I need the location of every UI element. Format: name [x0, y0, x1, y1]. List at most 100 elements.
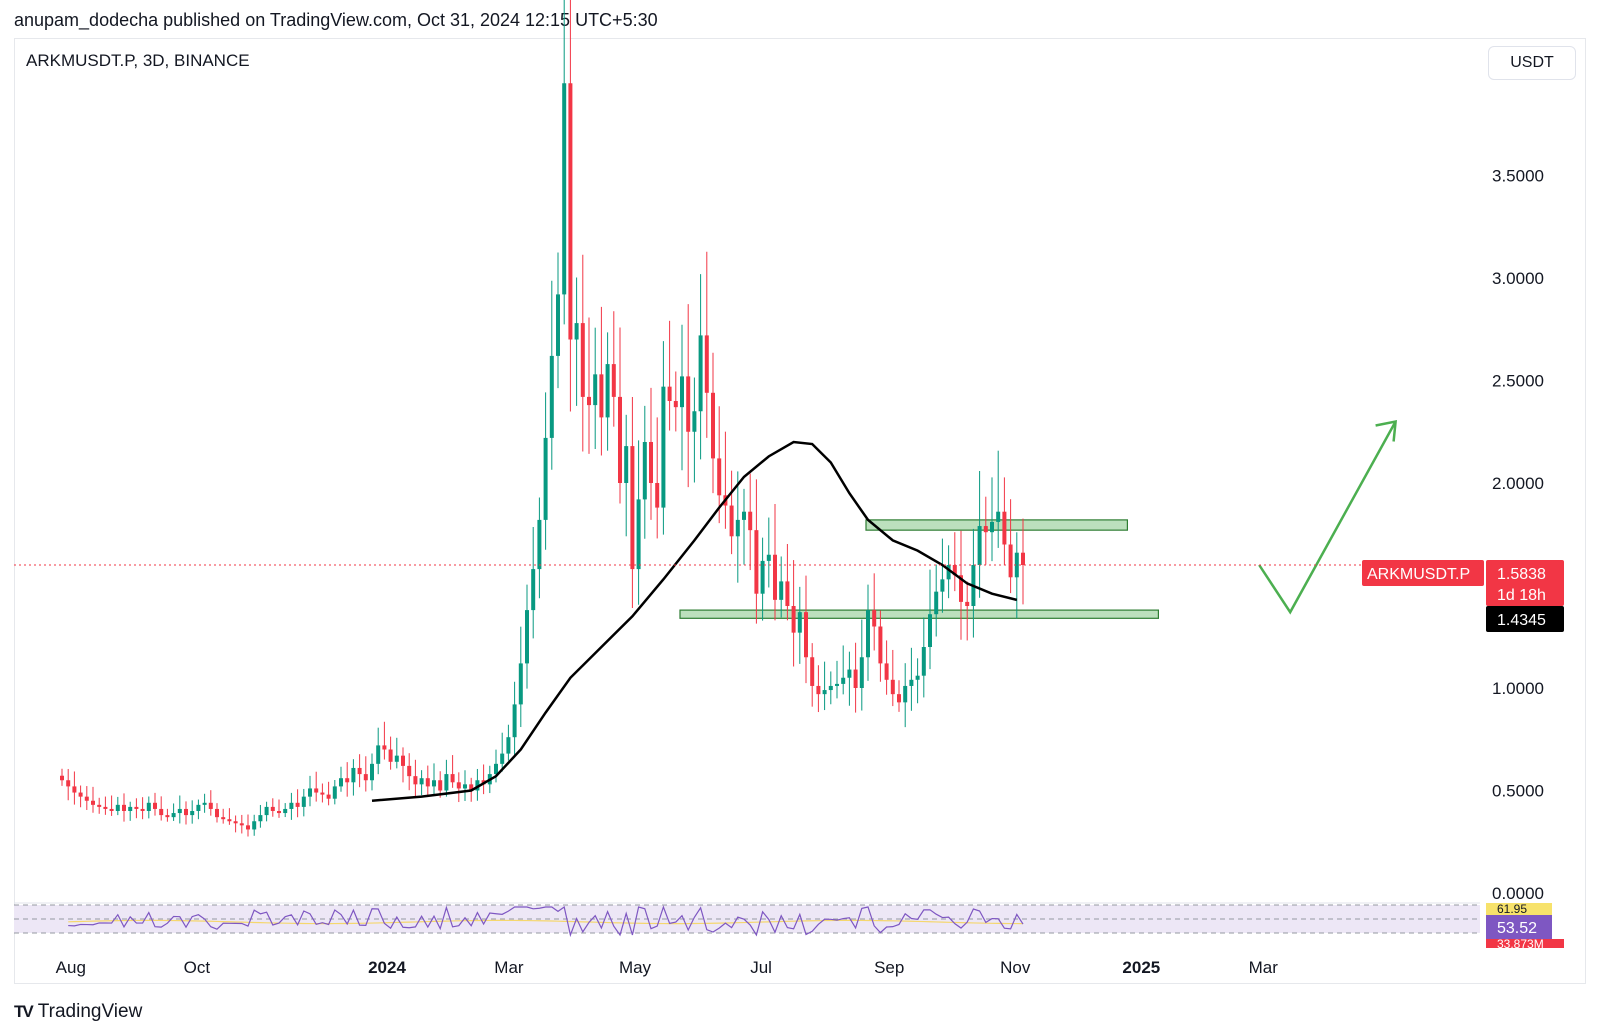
- candle-body: [574, 323, 579, 340]
- candle-body: [264, 806, 269, 816]
- candle-body: [859, 657, 864, 688]
- candle-body: [233, 821, 238, 824]
- candle-body: [543, 437, 548, 520]
- time-tick-label: Mar: [1249, 958, 1279, 977]
- candle-body: [419, 778, 424, 785]
- time-tick-label: Aug: [56, 958, 86, 977]
- candle-body: [816, 685, 821, 695]
- candle-body: [518, 663, 523, 705]
- candle-body: [382, 745, 387, 750]
- candle-body: [1014, 552, 1019, 578]
- projection-arrow: [1258, 419, 1398, 615]
- candle-body: [878, 626, 883, 664]
- projection-line: [1258, 420, 1397, 615]
- price-tick-label: 0.5000: [1492, 782, 1544, 801]
- candle-body: [562, 83, 567, 295]
- chart-frame: [14, 38, 1586, 984]
- candle-body: [171, 813, 176, 818]
- candle-body: [760, 560, 765, 594]
- candle-body: [866, 610, 870, 658]
- candle-body: [221, 817, 226, 820]
- candle-body: [686, 376, 691, 432]
- candle-body: [115, 804, 120, 811]
- candle-body: [66, 780, 71, 787]
- time-tick-label: 2025: [1122, 958, 1160, 977]
- candle-body: [742, 511, 746, 520]
- candle-body: [605, 364, 610, 418]
- candle-body: [549, 355, 554, 438]
- candle-body: [109, 808, 114, 811]
- candle-body: [425, 778, 430, 787]
- tradingview-brand[interactable]: TV TradingView: [14, 1001, 142, 1023]
- candle-body: [1021, 552, 1025, 565]
- candle-body: [593, 374, 598, 406]
- candle-body: [500, 753, 505, 764]
- candle-body: [618, 396, 622, 483]
- candle-body: [748, 511, 753, 531]
- currency-button[interactable]: USDT: [1488, 46, 1576, 80]
- rsi-top-label: 61.95: [1497, 902, 1527, 916]
- candle-body: [996, 511, 1001, 522]
- candle-body: [928, 614, 932, 647]
- ma-line: [371, 440, 1018, 802]
- candle-body: [506, 737, 511, 754]
- price-tick-label: 2.5000: [1492, 372, 1544, 391]
- candle-body: [946, 565, 951, 580]
- candle-body: [469, 784, 474, 791]
- candle-body: [407, 765, 412, 777]
- candle-body: [754, 530, 759, 594]
- candle-body: [580, 323, 585, 397]
- candle-body: [128, 806, 133, 811]
- symbol-price-tag: ARKMUSDT.P: [1362, 560, 1484, 586]
- candle-body: [140, 808, 145, 811]
- time-axis[interactable]: Aug Oct 2024 Mar May Jul Sep Nov 2025 Mar: [56, 958, 1279, 977]
- candle-body: [531, 569, 536, 611]
- candle-body: [649, 442, 653, 483]
- candle-body: [810, 657, 815, 686]
- candle-body: [103, 806, 108, 809]
- candle-body: [308, 788, 312, 797]
- candle-body: [983, 526, 988, 533]
- candle-body: [1008, 544, 1013, 578]
- time-tick-label: Oct: [184, 958, 211, 977]
- candle-body: [258, 815, 263, 822]
- candle-body: [301, 796, 306, 807]
- price-axis[interactable]: 0.00000.50001.00001.50002.00002.50003.00…: [14, 167, 1544, 904]
- candle-body: [804, 612, 808, 658]
- candle-body: [599, 374, 604, 418]
- candle-body: [766, 554, 771, 561]
- candle-body: [190, 811, 195, 816]
- rsi-pane: [14, 904, 1480, 938]
- candle-body: [413, 776, 418, 785]
- candle-body: [277, 811, 281, 814]
- candle-body: [332, 786, 337, 799]
- candle-body: [655, 483, 660, 508]
- candle-body: [153, 802, 157, 809]
- candles: [60, 0, 1025, 837]
- candle-body: [642, 442, 647, 500]
- candle-body: [897, 694, 901, 703]
- candle-body: [326, 794, 331, 799]
- price-tick-label: 3.0000: [1492, 269, 1544, 288]
- time-tick-label: May: [619, 958, 652, 977]
- candle-body: [909, 679, 914, 686]
- candle-body: [239, 823, 244, 826]
- rsi-value-label: 53.52: [1497, 920, 1537, 937]
- candle-body: [432, 780, 436, 787]
- candle-body: [959, 575, 963, 602]
- moving-average: [371, 440, 1018, 802]
- candle-body: [556, 294, 560, 356]
- candle-body: [252, 821, 257, 830]
- countdown-label: 1d 18h: [1497, 587, 1546, 604]
- candle-body: [884, 663, 889, 680]
- candle-body: [667, 386, 672, 401]
- candle-body: [940, 579, 945, 592]
- level-price-label: 1.4345: [1497, 612, 1546, 629]
- candle-body: [463, 784, 467, 789]
- candle-body: [636, 499, 641, 570]
- candle-body: [791, 606, 796, 633]
- level-price-tag: 1.4345: [1486, 606, 1564, 632]
- candle-body: [611, 364, 616, 397]
- tradingview-logo-icon: TV: [14, 1002, 34, 1021]
